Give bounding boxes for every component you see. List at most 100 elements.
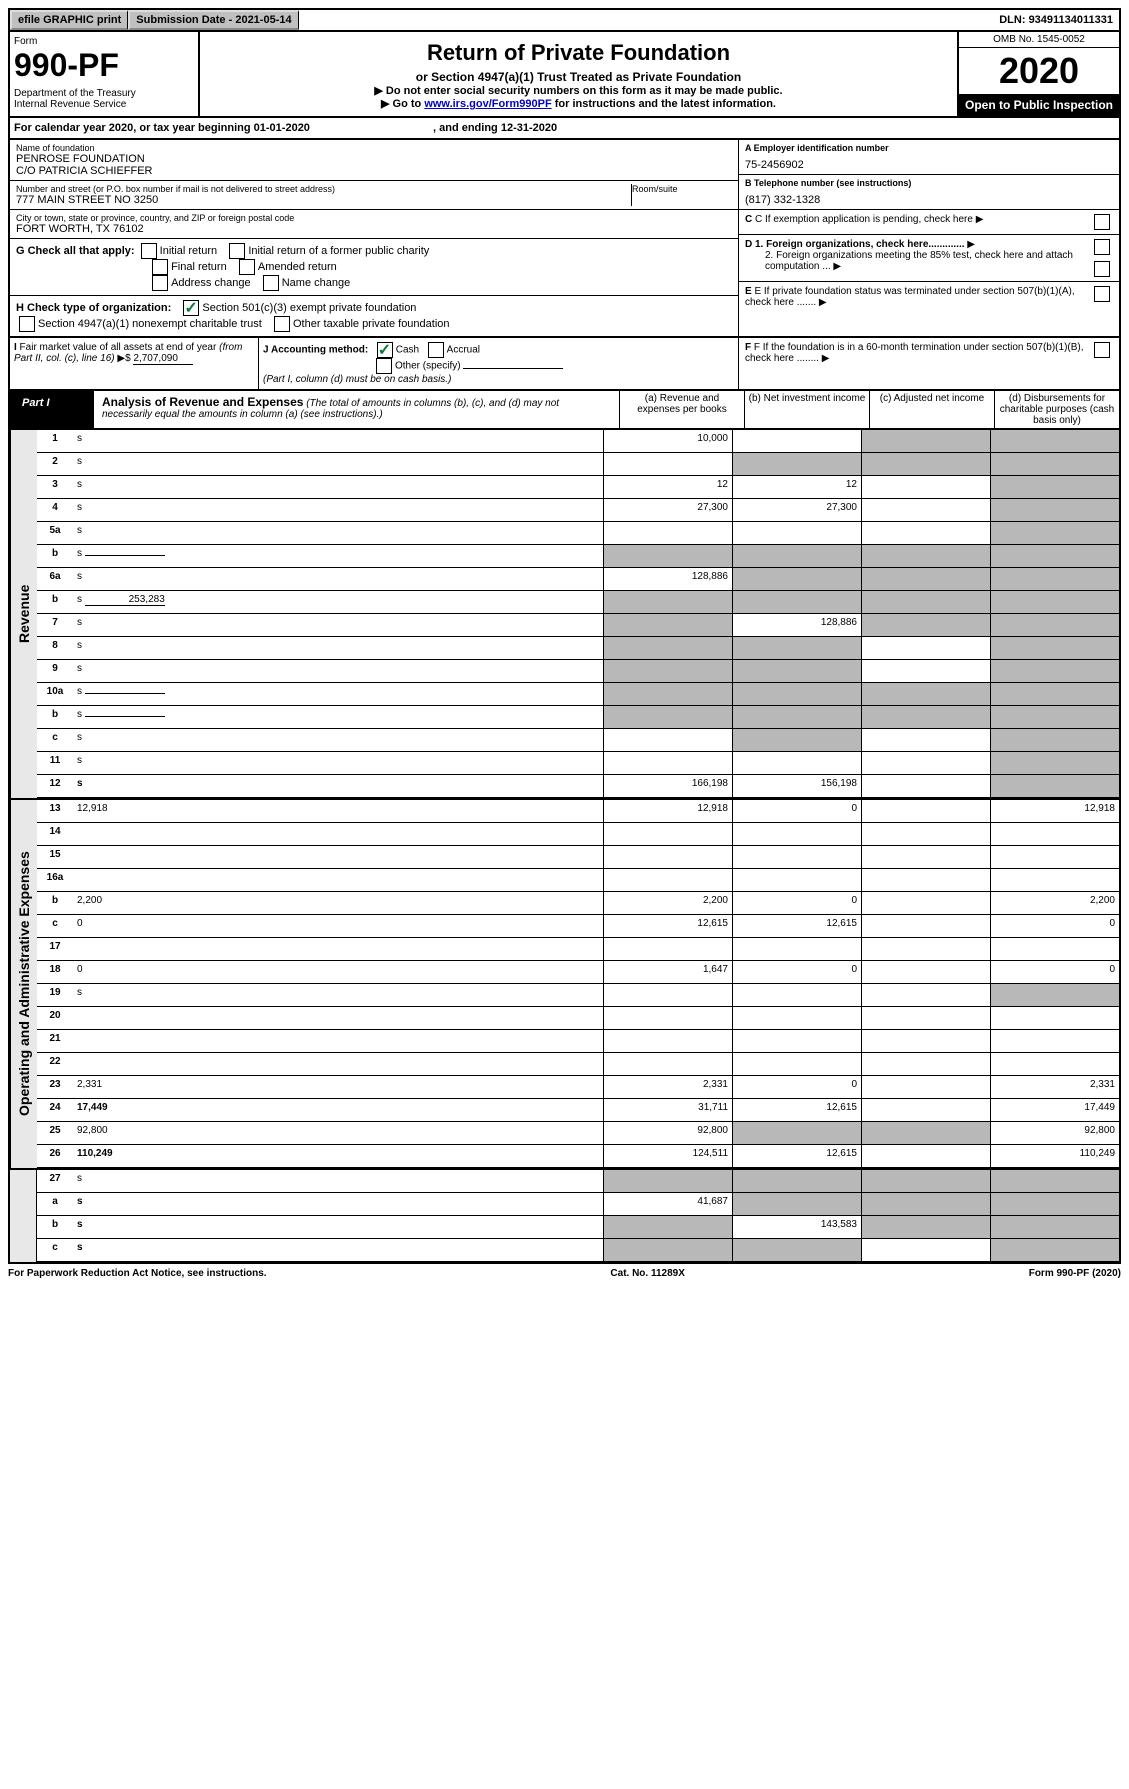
part-1-header: Part I Analysis of Revenue and Expenses …: [8, 391, 1121, 430]
cell-value: 2,200: [990, 892, 1119, 914]
cell-value: [861, 729, 990, 751]
cell-shaded: [990, 614, 1119, 636]
checkbox-accrual[interactable]: [428, 342, 444, 358]
row-desc: s: [73, 1239, 603, 1261]
cell-shaded: [732, 683, 861, 705]
cell-value: [603, 522, 732, 544]
part-1-label: Part I: [10, 391, 94, 428]
cell-shaded: [990, 752, 1119, 774]
cell-value: 166,198: [603, 775, 732, 797]
col-c-header: (c) Adjusted net income: [869, 391, 994, 428]
checkbox-e[interactable]: [1094, 286, 1110, 302]
cell-value: [861, 775, 990, 797]
row-desc: [73, 938, 603, 960]
row-number: c: [37, 729, 73, 751]
row-desc: s: [73, 775, 603, 797]
cell-value: [990, 1053, 1119, 1075]
cell-value: 92,800: [990, 1122, 1119, 1144]
table-row: 7s128,886: [37, 614, 1119, 637]
omb-number: OMB No. 1545-0052: [959, 32, 1119, 48]
cell-value: 128,886: [603, 568, 732, 590]
table-row: 11s: [37, 752, 1119, 775]
cell-value: 110,249: [990, 1145, 1119, 1167]
cell-shaded: [990, 1239, 1119, 1261]
cell-shaded: [603, 706, 732, 728]
checkbox-final-return[interactable]: [152, 259, 168, 275]
table-row: b2,2002,20002,200: [37, 892, 1119, 915]
cell-shaded: [732, 729, 861, 751]
cell-value: [990, 823, 1119, 845]
table-row: 22: [37, 1053, 1119, 1076]
checkbox-initial-return[interactable]: [141, 243, 157, 259]
cell-shaded: [861, 1122, 990, 1144]
cell-value: [603, 846, 732, 868]
irs-link[interactable]: www.irs.gov/Form990PF: [424, 98, 551, 110]
cell-shaded: [861, 1216, 990, 1238]
row-number: 13: [37, 800, 73, 822]
cell-shaded: [732, 545, 861, 567]
cell-shaded: [861, 545, 990, 567]
row-number: 18: [37, 961, 73, 983]
cell-value: [861, 938, 990, 960]
checkbox-d1[interactable]: [1094, 239, 1110, 255]
checkbox-amended[interactable]: [239, 259, 255, 275]
checkbox-other-method[interactable]: [376, 358, 392, 374]
table-row: 1312,91812,918012,918: [37, 800, 1119, 823]
efile-print-button[interactable]: efile GRAPHIC print: [10, 10, 128, 30]
cell-value: 12,918: [603, 800, 732, 822]
row-number: 19: [37, 984, 73, 1006]
col-b-header: (b) Net investment income: [744, 391, 869, 428]
table-row: 9s: [37, 660, 1119, 683]
table-row: bs143,583: [37, 1216, 1119, 1239]
cell-value: 41,687: [603, 1193, 732, 1215]
checkbox-d2[interactable]: [1094, 261, 1110, 277]
cell-value: 0: [732, 800, 861, 822]
cell-shaded: [990, 568, 1119, 590]
header-center: Return of Private Foundation or Section …: [200, 32, 957, 116]
checkbox-501c3[interactable]: [183, 300, 199, 316]
checkbox-name-change[interactable]: [263, 275, 279, 291]
row-number: 10a: [37, 683, 73, 705]
checkbox-address-change[interactable]: [152, 275, 168, 291]
checkbox-c[interactable]: [1094, 214, 1110, 230]
row-desc: s: [73, 660, 603, 682]
row-desc: s: [73, 683, 603, 705]
cell-value: [861, 984, 990, 1006]
cell-shaded: [990, 984, 1119, 1006]
row-desc: [73, 1030, 603, 1052]
row-desc: 2,200: [73, 892, 603, 914]
checkbox-other-taxable[interactable]: [274, 316, 290, 332]
cell-shaded: [990, 453, 1119, 475]
checkbox-f[interactable]: [1094, 342, 1110, 358]
calendar-year: For calendar year 2020, or tax year begi…: [8, 118, 1121, 140]
cell-shaded: [861, 706, 990, 728]
row-number: 2: [37, 453, 73, 475]
checkbox-initial-public[interactable]: [229, 243, 245, 259]
row-desc: s: [73, 729, 603, 751]
cell-shaded: [861, 430, 990, 452]
cell-value: [990, 869, 1119, 891]
row-desc: s: [73, 453, 603, 475]
cell-value: [861, 961, 990, 983]
row-number: 7: [37, 614, 73, 636]
part-1-title: Analysis of Revenue and Expenses (The to…: [94, 391, 619, 428]
cell-value: 156,198: [732, 775, 861, 797]
cell-value: 0: [990, 915, 1119, 937]
cell-value: 128,886: [732, 614, 861, 636]
checkbox-4947[interactable]: [19, 316, 35, 332]
cell-value: [990, 1007, 1119, 1029]
cell-shaded: [990, 775, 1119, 797]
cell-value: [603, 1030, 732, 1052]
cell-value: 0: [732, 961, 861, 983]
section-f: F F If the foundation is in a 60-month t…: [739, 338, 1119, 368]
form-number: 990-PF: [14, 47, 194, 84]
checkbox-cash[interactable]: [377, 342, 393, 358]
cell-value: [603, 869, 732, 891]
cell-value: [732, 846, 861, 868]
tax-year: 2020: [959, 48, 1119, 94]
section-d: D 1. Foreign organizations, check here..…: [739, 235, 1119, 282]
row-desc: s: [73, 637, 603, 659]
cell-value: [861, 476, 990, 498]
form-note-1: ▶ Do not enter social security numbers o…: [204, 84, 953, 97]
col-a-header: (a) Revenue and expenses per books: [619, 391, 744, 428]
